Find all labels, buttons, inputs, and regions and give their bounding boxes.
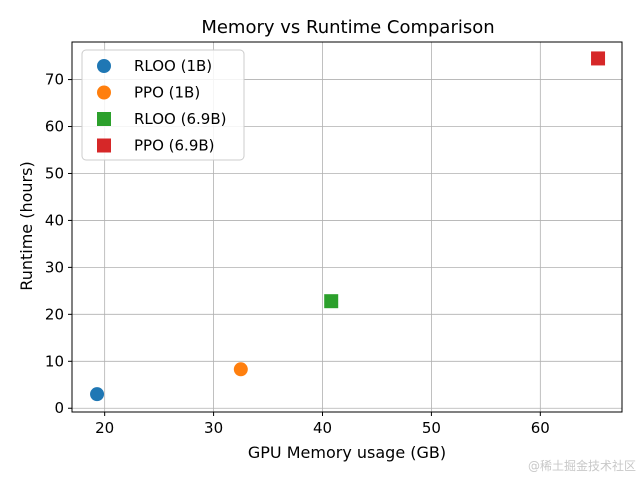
legend-entry-label: PPO (1B) [134,84,200,102]
data-point [90,387,105,402]
x-tick-label: 40 [313,419,332,437]
data-points [90,51,606,402]
y-tick-label: 70 [45,71,64,89]
x-tick-label: 60 [531,419,550,437]
data-point [591,51,606,66]
watermark: @稀土掘金技术社区 [527,459,636,473]
legend-entry-label: RLOO (1B) [134,57,212,75]
x-tick-label: 30 [204,419,223,437]
x-axis-label: GPU Memory usage (GB) [248,443,446,462]
legend-entry-label: RLOO (6.9B) [134,110,226,128]
data-point [324,294,339,309]
y-axis-label: Runtime (hours) [17,161,36,290]
data-point [233,362,248,377]
legend-box [81,49,245,161]
legend-marker [97,112,111,126]
y-tick-label: 60 [45,118,64,136]
y-tick-label: 50 [45,164,64,182]
legend-entry-label: PPO (6.9B) [134,137,215,155]
plot-area-frame [71,41,623,413]
y-tick-label: 10 [45,352,64,370]
legend-marker [97,85,111,100]
legend: RLOO (1B) PPO (1B) RLOO (6.9B) PPO (6.9B) [81,49,245,161]
y-tick-label: 20 [45,305,64,323]
x-tick-label: 50 [422,419,441,437]
y-tick-label: 40 [45,211,64,229]
y-tick-label: 30 [45,258,64,276]
x-tick-label: 20 [95,419,114,437]
legend-marker [97,59,111,73]
chart-title: Memory vs Runtime Comparison [201,17,494,38]
axis-ticks: 20 30 40 50 60 0 10 20 30 40 50 60 70 [45,71,550,437]
legend-marker [97,138,111,153]
y-tick-label: 0 [54,399,64,417]
